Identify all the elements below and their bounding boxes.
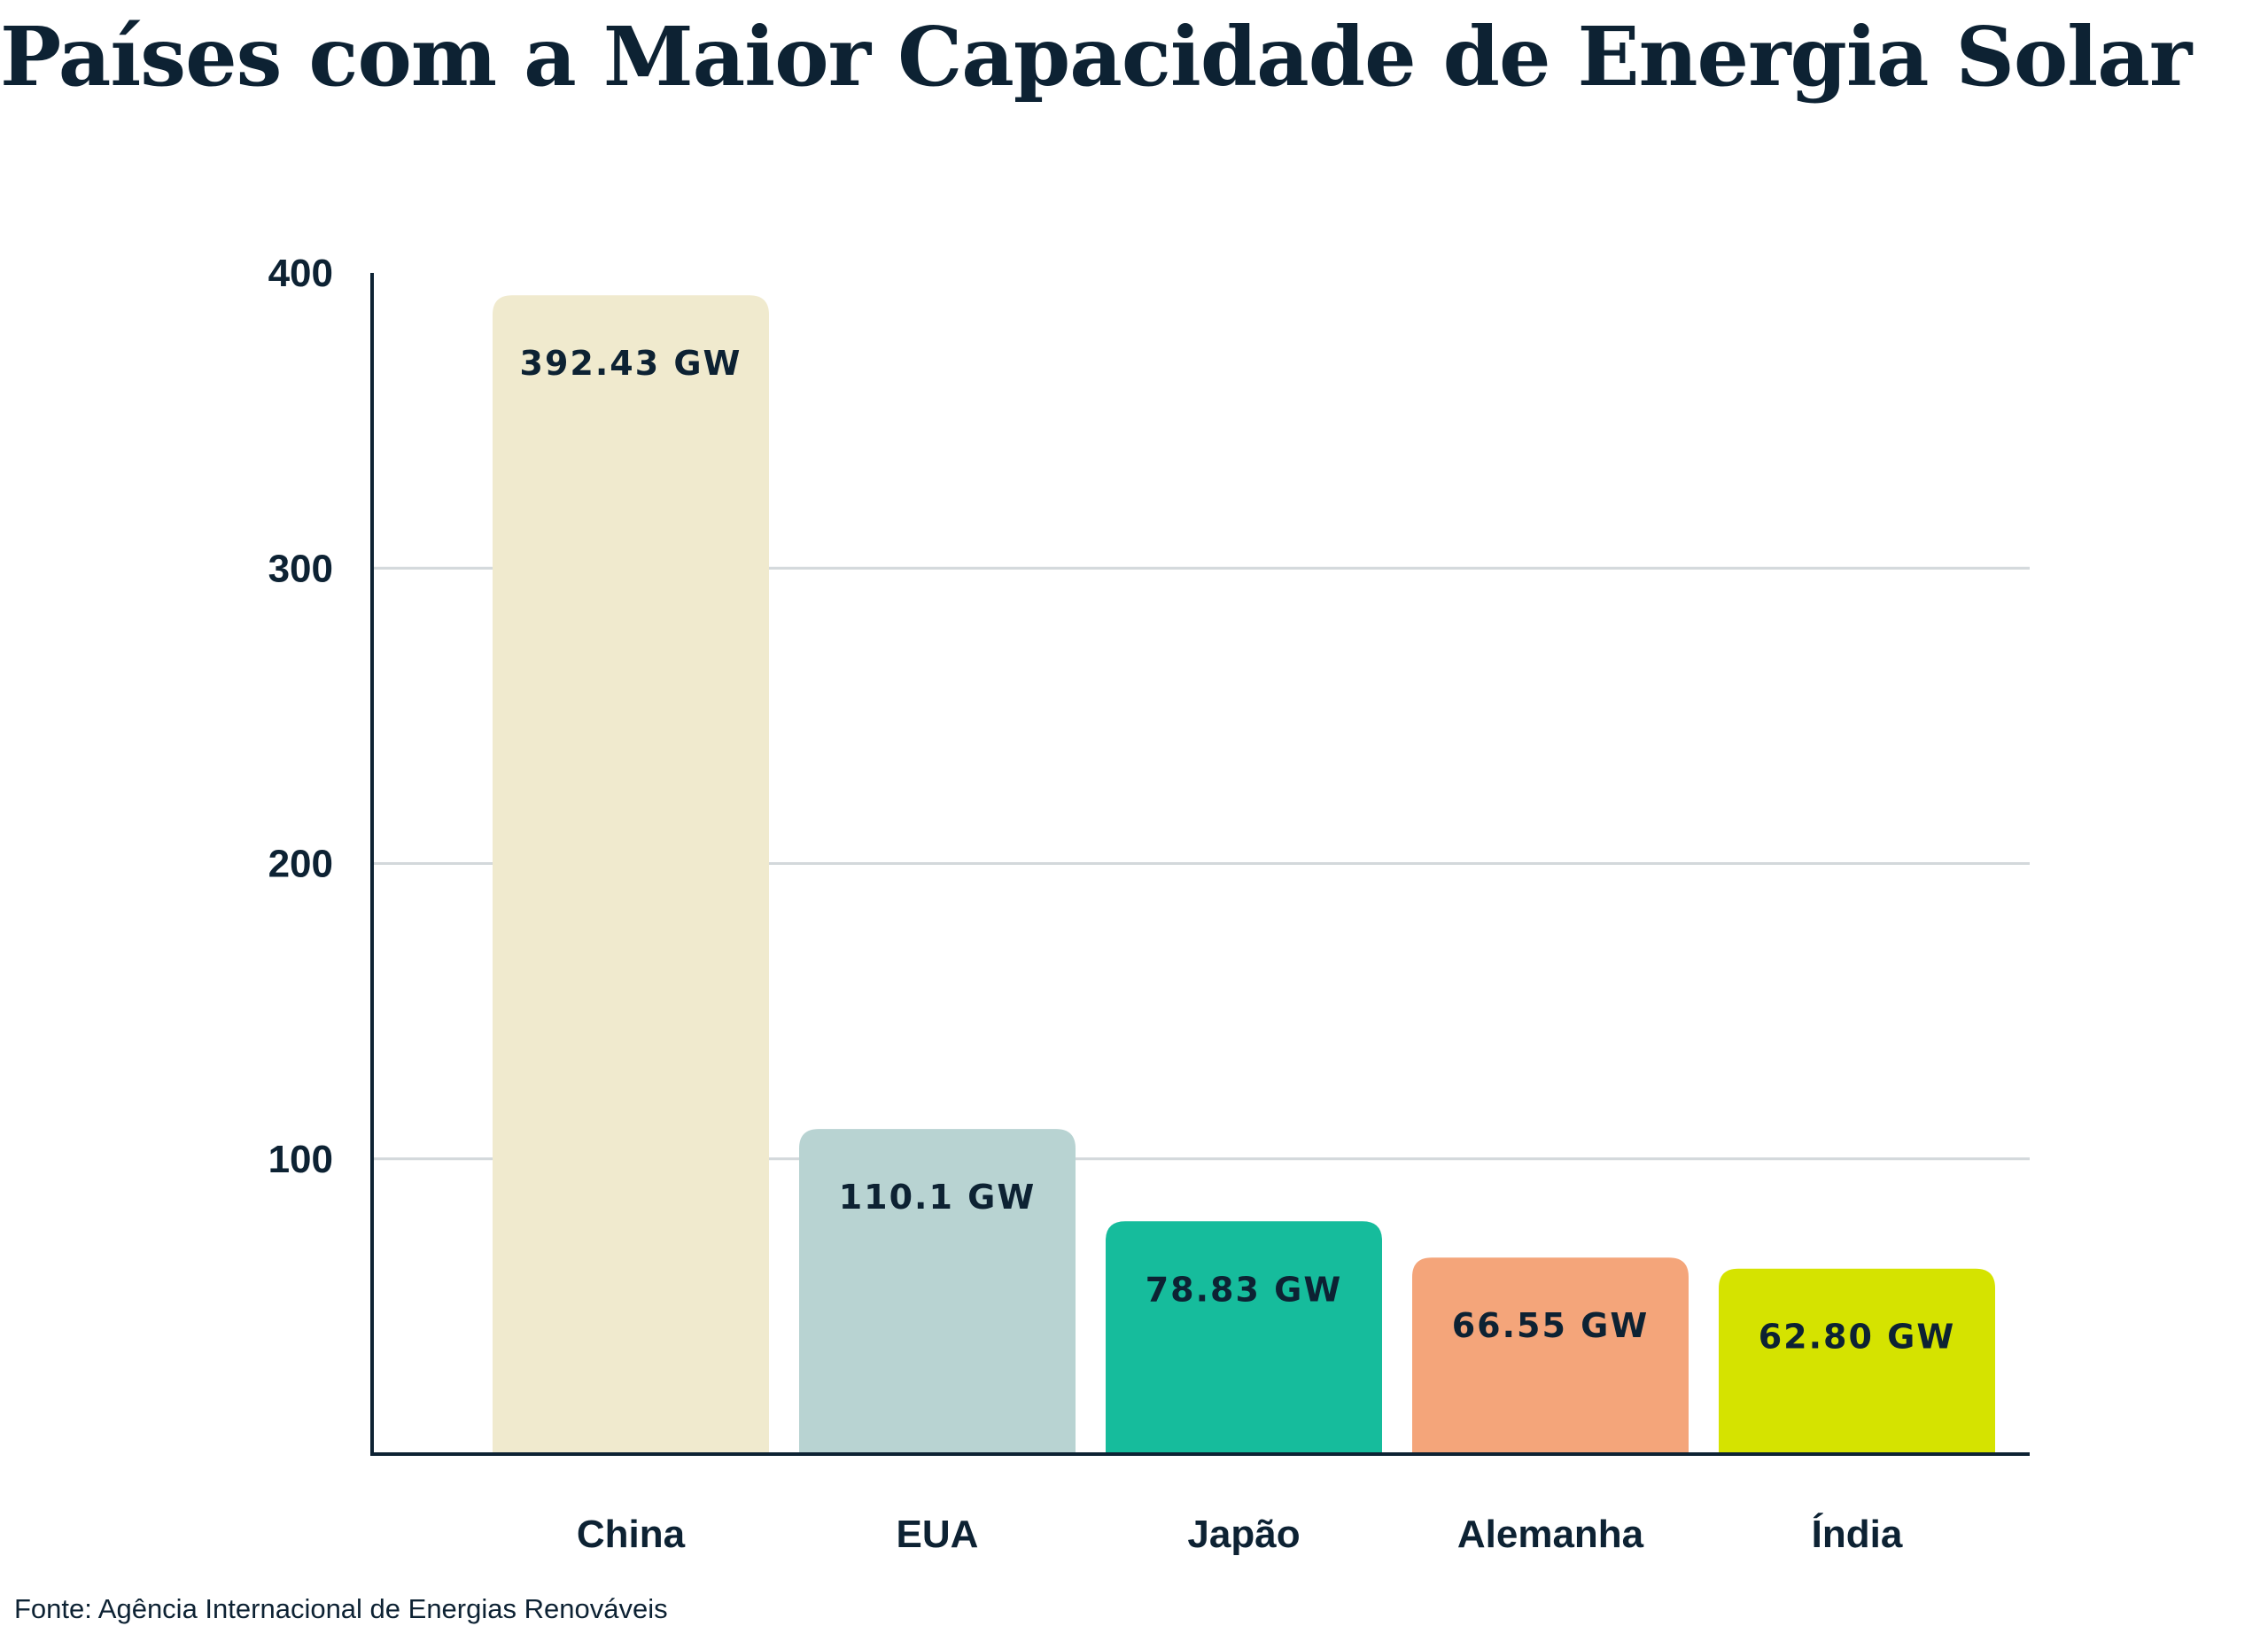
x-tick-label: Japão bbox=[1187, 1513, 1300, 1556]
bar-japão bbox=[1106, 1221, 1382, 1454]
y-tick-label: 100 bbox=[268, 1138, 333, 1181]
y-tick-label: 400 bbox=[268, 252, 333, 295]
x-tick-label: Índia bbox=[1812, 1512, 1903, 1556]
y-tick-label: 200 bbox=[268, 843, 333, 886]
x-tick-label: China bbox=[577, 1513, 686, 1556]
bar-eua bbox=[799, 1129, 1076, 1454]
data-label: 66.55 GW bbox=[1452, 1306, 1650, 1345]
x-tick-label: EUA bbox=[897, 1513, 979, 1556]
data-label: 78.83 GW bbox=[1146, 1270, 1343, 1309]
bar-alemanha bbox=[1412, 1257, 1689, 1454]
y-tick-label: 300 bbox=[268, 547, 333, 590]
data-label: 62.80 GW bbox=[1759, 1318, 1956, 1357]
source-note: Fonte: Agência Internacional de Energias… bbox=[14, 1593, 668, 1624]
x-tick-label: Alemanha bbox=[1457, 1513, 1644, 1556]
chart-title: Países com a Maior Capacidade de Energia… bbox=[0, 9, 2192, 105]
data-label: 392.43 GW bbox=[520, 344, 742, 383]
bar-índia bbox=[1719, 1268, 1995, 1454]
data-label: 110.1 GW bbox=[839, 1178, 1037, 1217]
bar-china bbox=[493, 295, 769, 1454]
